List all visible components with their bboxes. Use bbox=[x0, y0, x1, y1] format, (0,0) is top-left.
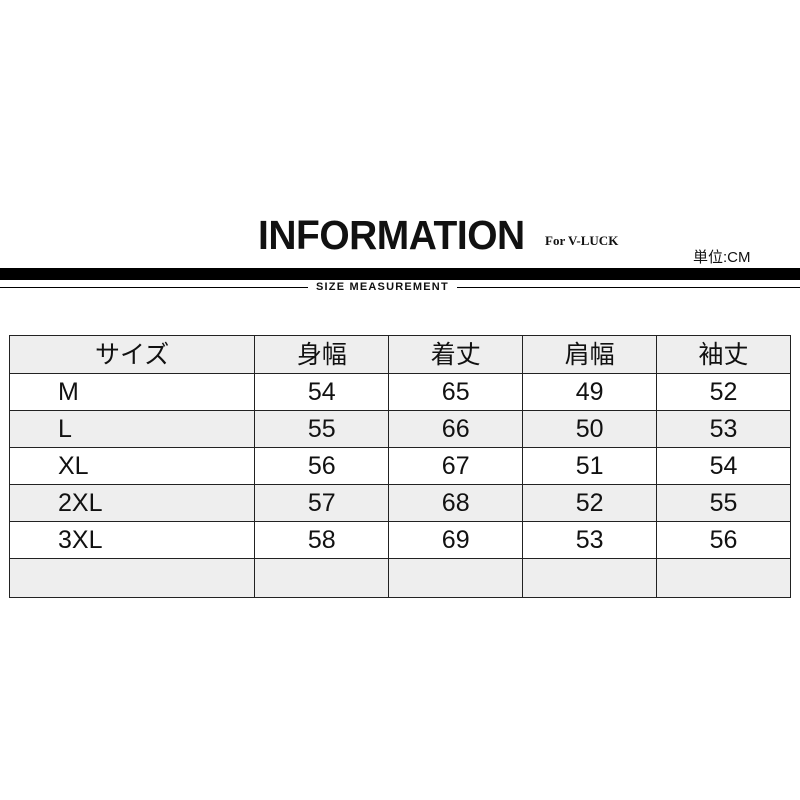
size-table: サイズ 身幅 着丈 肩幅 袖丈 M 54 65 49 52 L 55 66 50 53 XL 56 67 51 54 2… bbox=[8, 335, 791, 598]
table-cell: 53 bbox=[522, 521, 658, 559]
column-header: 肩幅 bbox=[522, 335, 658, 374]
section-label: SIZE MEASUREMENT bbox=[308, 280, 457, 295]
table-cell: 56 bbox=[254, 447, 390, 485]
table-header-row: サイズ 身幅 着丈 肩幅 袖丈 bbox=[8, 335, 791, 374]
empty-row bbox=[8, 558, 791, 598]
table-cell: 54 bbox=[656, 447, 791, 485]
table-row: XL 56 67 51 54 bbox=[8, 447, 791, 485]
table-cell: 66 bbox=[388, 410, 524, 448]
table-cell: M bbox=[8, 373, 256, 411]
table-cell: 69 bbox=[388, 521, 524, 559]
table-cell: 2XL bbox=[8, 484, 256, 522]
table-cell: 65 bbox=[388, 373, 524, 411]
page-title: INFORMATION bbox=[258, 212, 525, 258]
table-cell: XL bbox=[8, 447, 256, 485]
table-cell: 52 bbox=[656, 373, 791, 411]
table-row: L 55 66 50 53 bbox=[8, 410, 791, 448]
table-cell: 58 bbox=[254, 521, 390, 559]
table-cell: 55 bbox=[254, 410, 390, 448]
table-row: M 54 65 49 52 bbox=[8, 373, 791, 411]
table-cell: 54 bbox=[254, 373, 390, 411]
table-cell: 52 bbox=[522, 484, 658, 522]
table-cell: 56 bbox=[656, 521, 791, 559]
table-cell: 57 bbox=[254, 484, 390, 522]
column-header: サイズ bbox=[8, 335, 256, 374]
table-cell: 67 bbox=[388, 447, 524, 485]
table-cell: 51 bbox=[522, 447, 658, 485]
table-cell: 49 bbox=[522, 373, 658, 411]
column-header: 身幅 bbox=[254, 335, 390, 374]
table-cell: 53 bbox=[656, 410, 791, 448]
brand-subtitle: For V-LUCK bbox=[545, 233, 619, 248]
table-row: 3XL 58 69 53 56 bbox=[8, 521, 791, 559]
table-cell: 50 bbox=[522, 410, 658, 448]
unit-label: 単位:CM bbox=[693, 249, 751, 266]
table-cell bbox=[522, 558, 658, 598]
table-cell: 3XL bbox=[8, 521, 256, 559]
table-cell bbox=[8, 558, 256, 598]
table-cell: 55 bbox=[656, 484, 791, 522]
thick-divider bbox=[0, 268, 800, 280]
column-header: 袖丈 bbox=[656, 335, 791, 374]
column-header: 着丈 bbox=[388, 335, 524, 374]
table-cell bbox=[656, 558, 791, 598]
table-cell bbox=[388, 558, 524, 598]
table-row: 2XL 57 68 52 55 bbox=[8, 484, 791, 522]
table-cell bbox=[254, 558, 390, 598]
table-cell: L bbox=[8, 410, 256, 448]
table-cell: 68 bbox=[388, 484, 524, 522]
